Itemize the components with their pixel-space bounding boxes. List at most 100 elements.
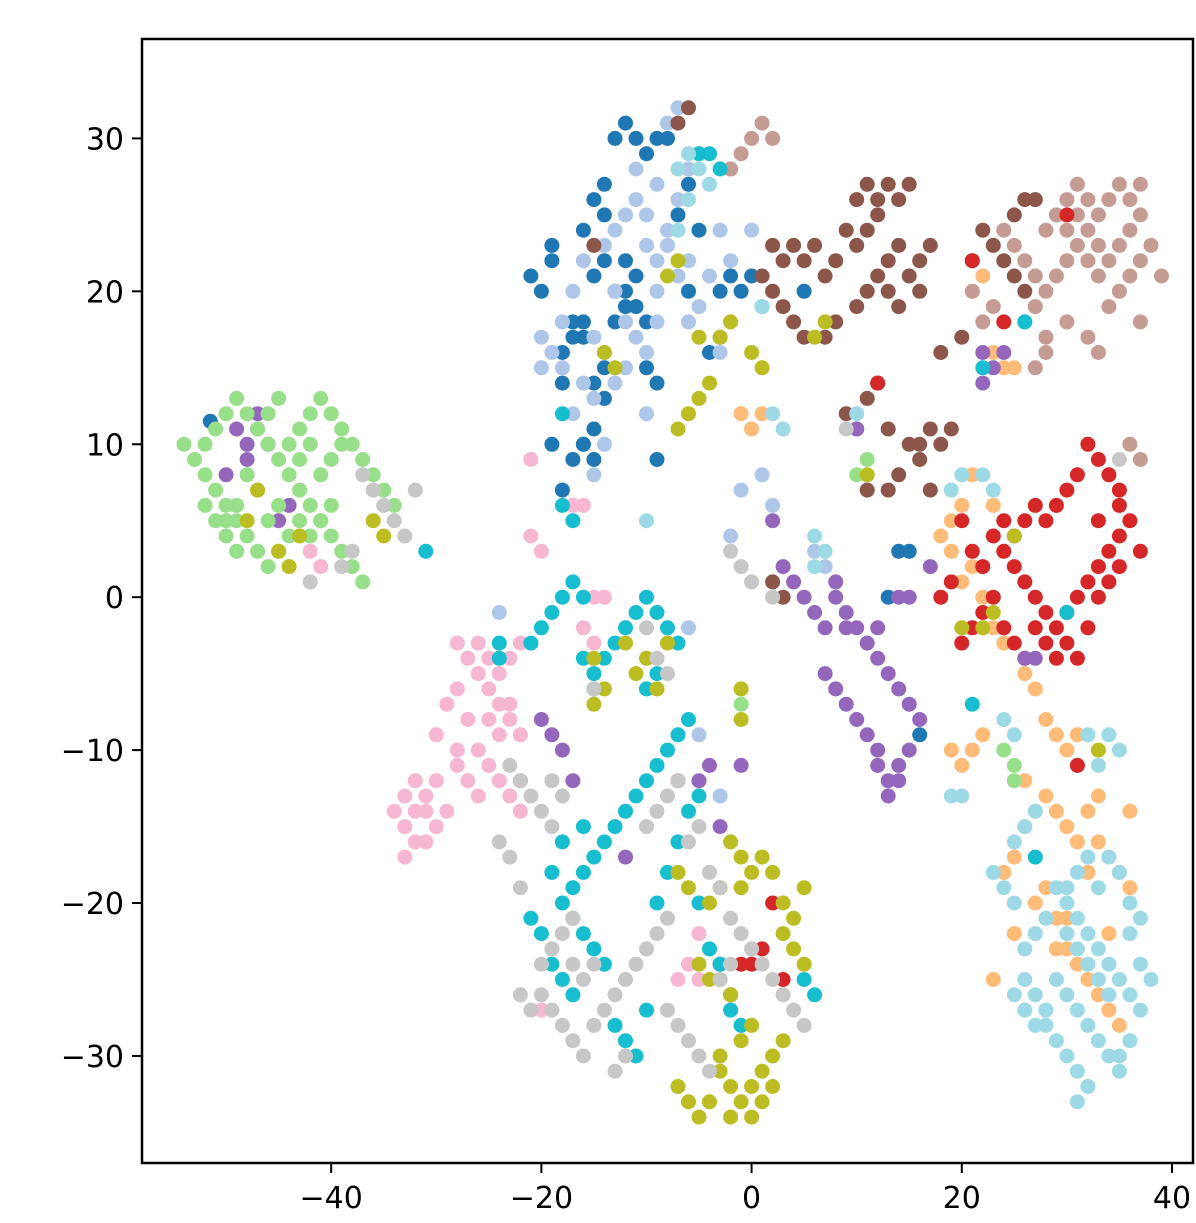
scatter-point — [1059, 253, 1075, 269]
scatter-point — [1080, 864, 1096, 880]
scatter-point — [660, 1002, 675, 1018]
scatter-point — [586, 467, 602, 483]
scatter-point — [796, 589, 812, 605]
scatter-point — [849, 192, 865, 208]
scatter-point — [1059, 880, 1075, 896]
scatter-point — [618, 635, 633, 651]
scatter-point — [660, 237, 675, 253]
scatter-point — [670, 192, 686, 208]
scatter-point — [880, 421, 896, 437]
scatter-point — [229, 543, 245, 559]
scatter-point — [775, 972, 791, 987]
scatter-point — [1101, 727, 1117, 743]
scatter-point — [733, 849, 749, 865]
scatter-point — [1069, 956, 1085, 972]
scatter-point — [628, 788, 644, 804]
scatter-point — [1080, 222, 1096, 238]
scatter-point — [1017, 941, 1033, 957]
scatter-point — [1017, 650, 1033, 666]
scatter-point — [586, 268, 602, 284]
scatter-point — [765, 1079, 781, 1094]
scatter-point — [575, 650, 591, 666]
scatter-point — [849, 467, 865, 483]
scatter-point — [660, 222, 675, 238]
scatter-point — [649, 130, 665, 146]
scatter-point — [1027, 299, 1043, 315]
scatter-point — [985, 345, 1001, 360]
scatter-point — [565, 283, 581, 299]
scatter-point — [859, 452, 875, 467]
scatter-point — [439, 803, 455, 819]
scatter-point — [922, 482, 938, 498]
scatter-point — [575, 819, 591, 835]
scatter-point — [523, 788, 539, 804]
scatter-point — [281, 528, 297, 544]
scatter-point — [1027, 268, 1043, 284]
scatter-point — [733, 757, 749, 773]
scatter-point — [1143, 972, 1159, 987]
scatter-point — [723, 1002, 739, 1018]
scatter-point — [1080, 727, 1096, 743]
scatter-point — [575, 436, 591, 452]
scatter-point — [933, 528, 949, 544]
scatter-point — [208, 513, 224, 529]
scatter-point — [386, 513, 402, 529]
scatter-point — [502, 849, 518, 865]
scatter-point — [1111, 864, 1127, 880]
scatter-point — [1101, 192, 1117, 208]
scatter-point — [239, 513, 255, 529]
scatter-point — [1027, 681, 1043, 697]
scatter-point — [849, 237, 865, 253]
scatter-point — [565, 452, 581, 467]
scatter-point — [1017, 513, 1033, 529]
scatter-point — [733, 1033, 749, 1049]
scatter-point — [586, 329, 602, 345]
scatter-point — [901, 268, 917, 284]
scatter-point — [628, 329, 644, 345]
scatter-point — [870, 742, 886, 758]
scatter-point — [681, 192, 696, 208]
scatter-point — [554, 497, 570, 513]
scatter-point — [964, 620, 980, 636]
scatter-point — [229, 497, 245, 513]
scatter-point — [691, 146, 707, 162]
scatter-point — [985, 299, 1001, 315]
scatter-point — [586, 681, 602, 697]
scatter-point — [996, 253, 1012, 269]
scatter-point — [838, 222, 854, 238]
scatter-point — [1069, 727, 1085, 743]
scatter-point — [996, 513, 1012, 529]
scatter-point — [744, 130, 760, 146]
scatter-point — [281, 436, 297, 452]
scatter-point — [1017, 283, 1033, 299]
scatter-point — [744, 956, 760, 972]
scatter-point — [660, 666, 675, 682]
scatter-point — [639, 773, 654, 789]
scatter-point — [1101, 1002, 1117, 1018]
scatter-point — [586, 849, 602, 865]
scatter-point — [681, 880, 696, 896]
scatter-point — [817, 543, 833, 559]
scatter-point — [838, 620, 854, 636]
scatter-point — [355, 574, 371, 590]
scatter-point — [1101, 299, 1117, 315]
scatter-point — [880, 666, 896, 682]
scatter-point — [796, 972, 812, 987]
scatter-point — [365, 467, 381, 483]
scatter-point — [565, 910, 581, 926]
scatter-point — [1080, 574, 1096, 590]
scatter-point — [744, 574, 760, 590]
scatter-point — [775, 589, 791, 605]
scatter-point — [544, 941, 560, 957]
scatter-point — [1038, 880, 1054, 896]
scatter-point — [1069, 1094, 1085, 1110]
scatter-point — [1111, 482, 1127, 498]
scatter-point — [943, 543, 959, 559]
scatter-point — [765, 864, 781, 880]
scatter-point — [775, 895, 791, 911]
scatter-point — [1069, 1002, 1085, 1018]
scatter-point — [670, 972, 686, 987]
scatter-point — [491, 650, 507, 666]
scatter-point — [607, 375, 623, 391]
scatter-point — [586, 375, 602, 391]
